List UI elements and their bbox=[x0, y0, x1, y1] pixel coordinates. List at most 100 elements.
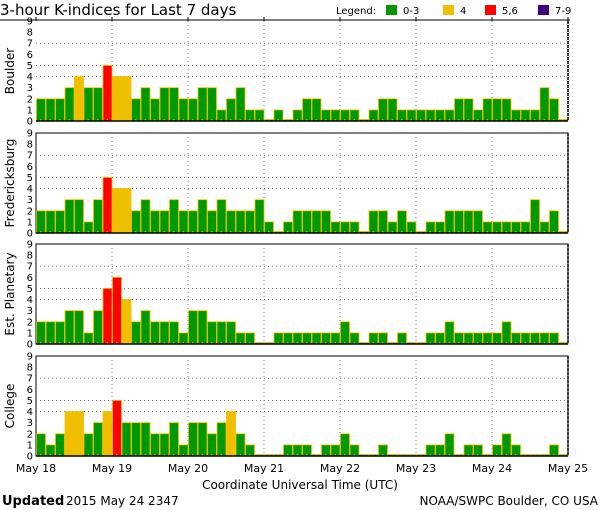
bar bbox=[549, 210, 559, 234]
bar bbox=[55, 210, 65, 234]
bar bbox=[444, 433, 455, 457]
bar bbox=[302, 98, 312, 122]
bar bbox=[197, 87, 208, 122]
bar bbox=[454, 210, 464, 234]
y-tick-label: 3 bbox=[27, 83, 33, 94]
y-tick-label: 1 bbox=[27, 328, 33, 339]
bar bbox=[159, 433, 170, 457]
y-tick-label: 3 bbox=[27, 195, 33, 206]
bar bbox=[207, 210, 217, 234]
bar bbox=[150, 433, 160, 457]
bar bbox=[169, 321, 179, 345]
bar bbox=[188, 422, 198, 457]
y-tick-label: 8 bbox=[27, 363, 33, 374]
y-tick-label: 0 bbox=[27, 117, 33, 128]
bar bbox=[45, 210, 56, 234]
bar bbox=[112, 276, 122, 345]
bar bbox=[102, 65, 113, 122]
y-tick-label: 1 bbox=[27, 217, 33, 228]
bar bbox=[55, 98, 65, 122]
panel-label: Boulder bbox=[3, 48, 17, 95]
bar bbox=[302, 210, 312, 234]
bar bbox=[378, 98, 388, 122]
y-tick-label: 7 bbox=[27, 151, 33, 162]
y-tick-label: 2 bbox=[27, 206, 33, 217]
bar bbox=[150, 98, 160, 122]
bar bbox=[207, 321, 217, 345]
bar bbox=[444, 321, 455, 345]
bar bbox=[235, 433, 246, 457]
bar bbox=[36, 98, 46, 122]
legend-swatch bbox=[485, 5, 496, 15]
bar bbox=[463, 210, 474, 234]
y-tick-label: 9 bbox=[27, 17, 33, 28]
bar bbox=[387, 98, 398, 122]
y-tick-label: 7 bbox=[27, 262, 33, 273]
y-tick-label: 8 bbox=[27, 140, 33, 151]
y-tick-label: 9 bbox=[27, 352, 33, 363]
bar bbox=[121, 76, 132, 122]
bar bbox=[131, 98, 141, 122]
y-tick-label: 4 bbox=[27, 295, 33, 306]
y-tick-label: 6 bbox=[27, 162, 33, 173]
bar bbox=[159, 321, 170, 345]
y-tick-label: 5 bbox=[27, 284, 33, 295]
bar bbox=[121, 188, 132, 234]
bar bbox=[454, 98, 464, 122]
bar bbox=[463, 98, 474, 122]
y-tick-label: 6 bbox=[27, 50, 33, 61]
bar bbox=[501, 321, 512, 345]
bar bbox=[226, 210, 236, 234]
bar bbox=[226, 98, 236, 122]
updated-label: Updated bbox=[2, 494, 64, 509]
bar bbox=[93, 422, 103, 457]
bar bbox=[397, 210, 407, 234]
y-tick-label: 9 bbox=[27, 240, 33, 251]
bar bbox=[368, 210, 379, 234]
bar bbox=[245, 210, 255, 234]
bar bbox=[93, 199, 103, 234]
bar bbox=[178, 210, 189, 234]
y-tick-label: 7 bbox=[27, 374, 33, 385]
y-tick-label: 2 bbox=[27, 94, 33, 105]
bar bbox=[530, 199, 540, 234]
bar bbox=[93, 310, 103, 345]
bar bbox=[140, 199, 151, 234]
bar bbox=[36, 321, 46, 345]
bar bbox=[216, 422, 227, 457]
bar bbox=[482, 98, 493, 122]
y-tick-label: 9 bbox=[27, 129, 33, 140]
y-tick-label: 1 bbox=[27, 440, 33, 451]
bar bbox=[121, 299, 132, 345]
x-tick-label: May 25 bbox=[548, 462, 588, 475]
x-tick-label: May 19 bbox=[92, 462, 132, 475]
y-tick-label: 0 bbox=[27, 452, 33, 463]
bar bbox=[473, 210, 483, 234]
y-tick-label: 0 bbox=[27, 340, 33, 351]
bar bbox=[112, 76, 122, 122]
bar bbox=[169, 87, 179, 122]
y-tick-label: 4 bbox=[27, 72, 33, 83]
bar bbox=[549, 98, 559, 122]
y-tick-label: 5 bbox=[27, 173, 33, 184]
bar bbox=[169, 422, 179, 457]
y-tick-label: 2 bbox=[27, 317, 33, 328]
bar bbox=[140, 87, 151, 122]
y-tick-label: 6 bbox=[27, 273, 33, 284]
panel-label: Fredericksburg bbox=[3, 139, 17, 228]
y-tick-label: 0 bbox=[27, 229, 33, 240]
bar bbox=[321, 210, 331, 234]
bar bbox=[197, 422, 208, 457]
bar bbox=[121, 422, 132, 457]
bar bbox=[159, 87, 170, 122]
x-axis-title: Coordinate Universal Time (UTC) bbox=[202, 478, 398, 492]
bar bbox=[188, 310, 198, 345]
bar bbox=[102, 411, 113, 457]
legend-entry-label: 5,6 bbox=[502, 6, 518, 17]
bar bbox=[226, 411, 236, 457]
bar bbox=[254, 199, 265, 234]
legend-entry-label: 0-3 bbox=[403, 6, 419, 17]
legend-swatch bbox=[386, 5, 397, 15]
